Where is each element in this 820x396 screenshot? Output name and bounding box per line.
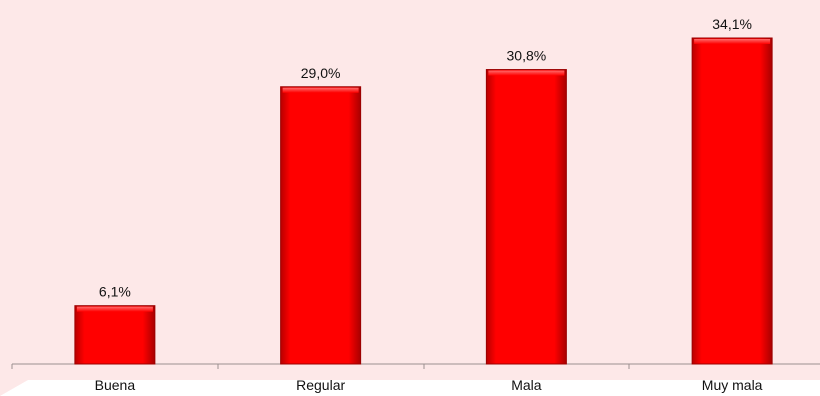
bar-muy-mala — [691, 37, 773, 365]
bar-highlight — [488, 70, 565, 76]
x-axis-ticks — [11, 364, 630, 369]
bar-highlight — [76, 306, 153, 312]
bar-mala — [485, 69, 567, 365]
category-labels: Buena Regular Mala Muy mala — [95, 377, 763, 393]
data-label: 30,8% — [507, 48, 547, 64]
bar-rect — [691, 37, 773, 365]
bar-highlight — [694, 39, 771, 44]
data-label: 29,0% — [301, 65, 341, 81]
bar-rect — [280, 86, 362, 365]
category-label: Buena — [95, 377, 136, 393]
category-label: Muy mala — [702, 377, 763, 393]
bar-regular — [280, 86, 362, 365]
category-label: Regular — [296, 377, 345, 393]
bar-series — [74, 37, 773, 365]
bar-rect — [74, 305, 156, 365]
category-label: Mala — [511, 377, 542, 393]
bar-buena — [74, 305, 156, 365]
data-label: 6,1% — [99, 284, 131, 300]
data-label: 34,1% — [712, 16, 752, 32]
data-labels: 6,1% 29,0% 30,8% 34,1% — [99, 16, 752, 300]
bar-highlight — [282, 87, 359, 93]
bar-rect — [485, 69, 567, 365]
